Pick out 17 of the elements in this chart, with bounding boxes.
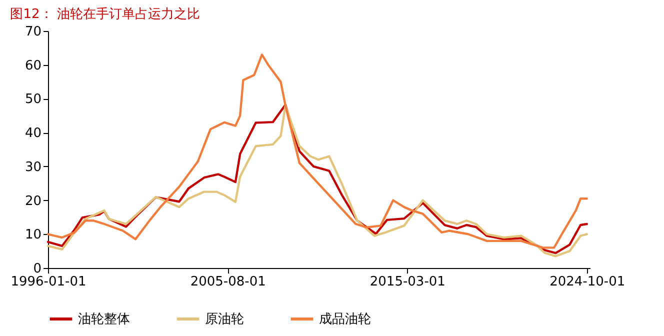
y-tick-label: 30 xyxy=(24,160,42,175)
y-tick-label: 10 xyxy=(24,228,42,243)
legend-label: 油轮整体 xyxy=(78,312,130,327)
x-tick-label: 1996-01-01 xyxy=(10,274,86,290)
chart-title: 图12： 油轮在手订单占运力之比 xyxy=(10,7,200,22)
line-series xyxy=(46,54,588,249)
legend-label: 原油轮 xyxy=(205,312,244,327)
legend-label: 成品油轮 xyxy=(319,312,371,327)
x-tick-label: 2015-03-01 xyxy=(370,274,446,290)
y-tick-label: 50 xyxy=(24,92,42,108)
x-tick-label: 2024-10-01 xyxy=(550,274,626,290)
x-tick-label: 2005-08-01 xyxy=(190,274,266,290)
y-tick-label: 60 xyxy=(24,58,42,74)
y-tick-label: 70 xyxy=(24,24,42,40)
y-tick-label: 0 xyxy=(33,262,42,276)
y-tick-label: 40 xyxy=(24,126,42,142)
y-tick-label: 20 xyxy=(24,194,42,209)
